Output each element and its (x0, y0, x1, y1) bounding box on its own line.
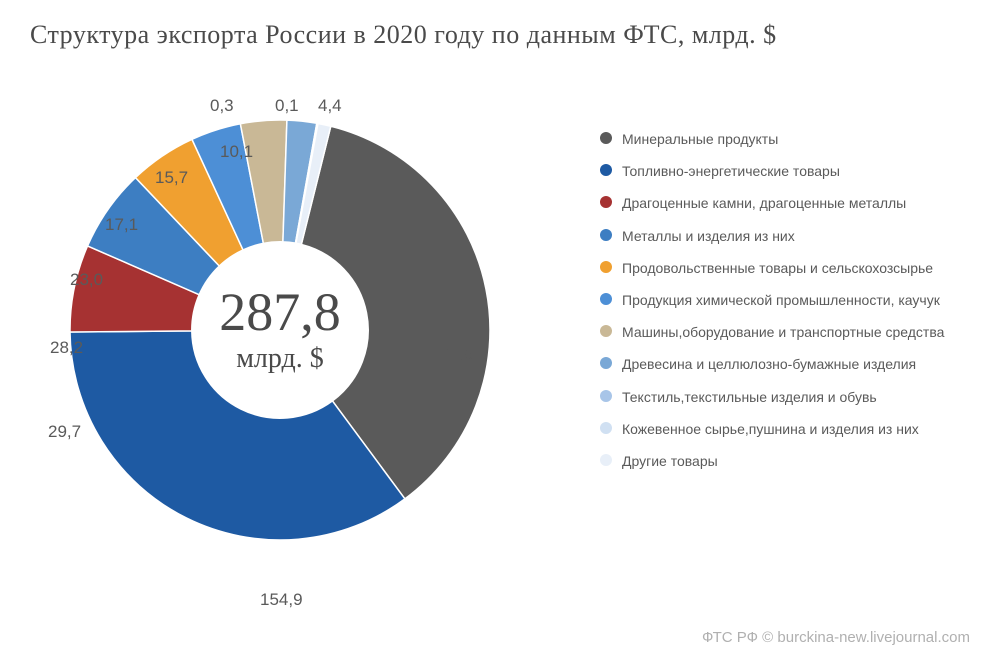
legend-swatch (600, 454, 612, 466)
legend-item: Продовольственные товары и сельскохозсыр… (600, 259, 980, 277)
legend-swatch (600, 229, 612, 241)
legend-label: Драгоценные камни, драгоценные металлы (622, 194, 980, 212)
legend-item: Топливно-энергетические товары (600, 162, 980, 180)
donut-chart (40, 90, 520, 570)
legend-item: Текстиль,текстильные изделия и обувь (600, 388, 980, 406)
legend-label: Кожевенное сырье,пушнина и изделия из ни… (622, 420, 980, 438)
slice-value-label: 4,4 (318, 96, 342, 116)
legend-item: Минеральные продукты (600, 130, 980, 148)
legend-item: Древесина и целлюлозно-бумажные изделия (600, 355, 980, 373)
legend-swatch (600, 261, 612, 273)
legend-swatch (600, 164, 612, 176)
donut-slice (70, 331, 405, 540)
legend-label: Текстиль,текстильные изделия и обувь (622, 388, 980, 406)
slice-value-label: 0,1 (275, 96, 299, 116)
slice-value-label: 10,1 (220, 142, 253, 162)
slice-value-label: 154,9 (260, 590, 303, 610)
legend-swatch (600, 422, 612, 434)
legend-item: Продукция химической промышленности, кау… (600, 291, 980, 309)
legend-swatch (600, 293, 612, 305)
legend-swatch (600, 357, 612, 369)
slice-value-label: 159,3 (445, 345, 488, 365)
slice-value-label: 28,2 (50, 338, 83, 358)
legend-label: Продовольственные товары и сельскохозсыр… (622, 259, 980, 277)
slice-value-label: 23,0 (70, 270, 103, 290)
slice-value-label: 0,3 (210, 96, 234, 116)
slice-value-label: 17,1 (105, 215, 138, 235)
slice-value-label: 29,7 (48, 422, 81, 442)
legend-label: Металлы и изделия из них (622, 227, 980, 245)
legend-label: Продукция химической промышленности, кау… (622, 291, 980, 309)
legend-swatch (600, 390, 612, 402)
chart-container: Структура экспорта России в 2020 году по… (0, 0, 1000, 658)
legend-item: Металлы и изделия из них (600, 227, 980, 245)
legend-item: Другие товары (600, 452, 980, 470)
donut-wrap: 287,8 млрд. $ 159,3154,929,728,223,017,1… (40, 90, 520, 570)
chart-area: 287,8 млрд. $ 159,3154,929,728,223,017,1… (30, 70, 970, 630)
slice-value-label: 15,7 (155, 168, 188, 188)
legend-label: Машины,оборудование и транспортные средс… (622, 323, 980, 341)
legend: Минеральные продукты Топливно-энергетичес… (600, 130, 980, 484)
footer-credit: ФТС РФ © burckina-new.livejournal.com (702, 629, 970, 646)
legend-item: Машины,оборудование и транспортные средс… (600, 323, 980, 341)
legend-label: Другие товары (622, 452, 980, 470)
legend-item: Драгоценные камни, драгоценные металлы (600, 194, 980, 212)
legend-label: Древесина и целлюлозно-бумажные изделия (622, 355, 980, 373)
legend-label: Топливно-энергетические товары (622, 162, 980, 180)
legend-swatch (600, 196, 612, 208)
legend-swatch (600, 325, 612, 337)
legend-item: Кожевенное сырье,пушнина и изделия из ни… (600, 420, 980, 438)
legend-swatch (600, 132, 612, 144)
chart-title: Структура экспорта России в 2020 году по… (30, 20, 970, 50)
legend-label: Минеральные продукты (622, 130, 980, 148)
